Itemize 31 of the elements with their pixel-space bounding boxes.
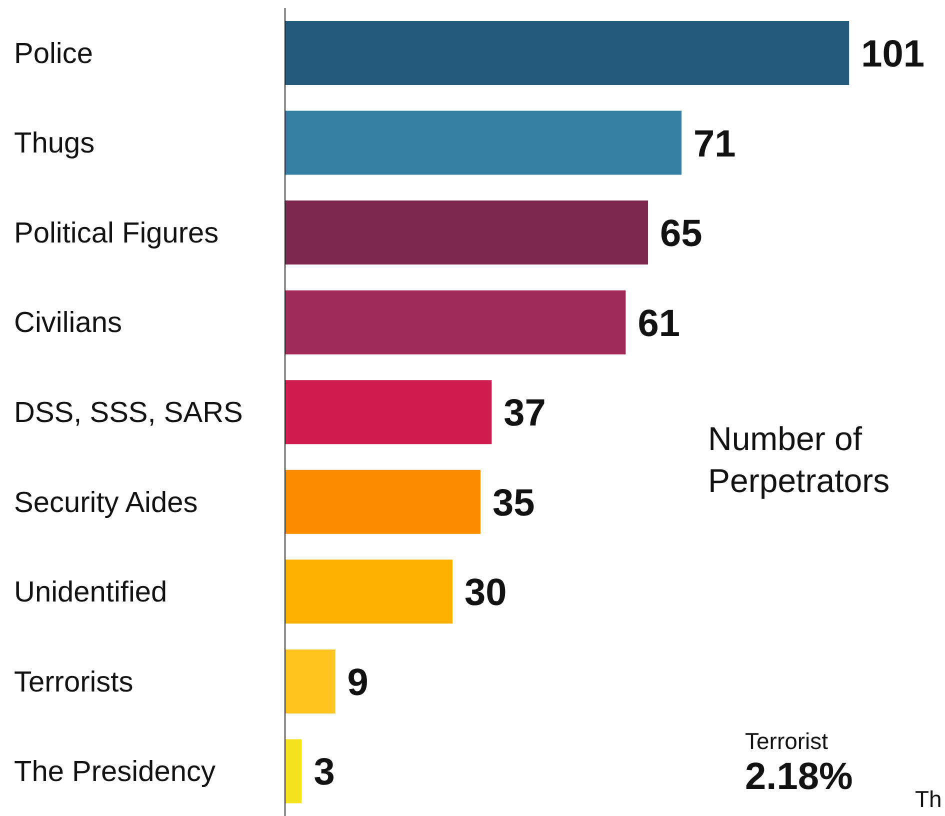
data-label: 65	[660, 213, 702, 256]
y-tick-label: Terrorists	[14, 666, 134, 698]
data-label: 3	[314, 752, 335, 794]
y-tick-label: Unidentified	[14, 576, 168, 609]
bar	[285, 470, 480, 534]
data-label: 9	[347, 662, 368, 704]
bar	[285, 290, 626, 354]
bar	[285, 560, 453, 624]
bar	[285, 21, 850, 85]
y-tick-label: The Presidency	[14, 756, 216, 788]
y-tick-label: Thugs	[14, 128, 95, 160]
bar	[285, 649, 336, 714]
data-label: 35	[492, 482, 535, 524]
data-label: 61	[638, 302, 680, 345]
y-tick-label: Security Aides	[14, 486, 198, 519]
data-label: 30	[464, 572, 507, 614]
annotation: 2.18%	[745, 756, 853, 799]
y-tick-label: DSS, SSS, SARS	[14, 397, 243, 429]
data-label: 71	[694, 123, 736, 166]
data-label: 101	[861, 33, 925, 76]
y-tick-label: Police	[14, 38, 93, 70]
annotation: Terrorist	[745, 728, 828, 755]
y-tick-label: Civilians	[14, 307, 122, 340]
data-label: 37	[504, 392, 546, 435]
bar	[285, 739, 302, 804]
y-tick-label: Political Figures	[14, 217, 219, 250]
bar	[285, 200, 648, 265]
text: Th	[915, 786, 942, 813]
bar	[285, 380, 492, 444]
x-axis-title: Number of Perpetrators	[708, 419, 891, 501]
bar	[285, 110, 682, 175]
